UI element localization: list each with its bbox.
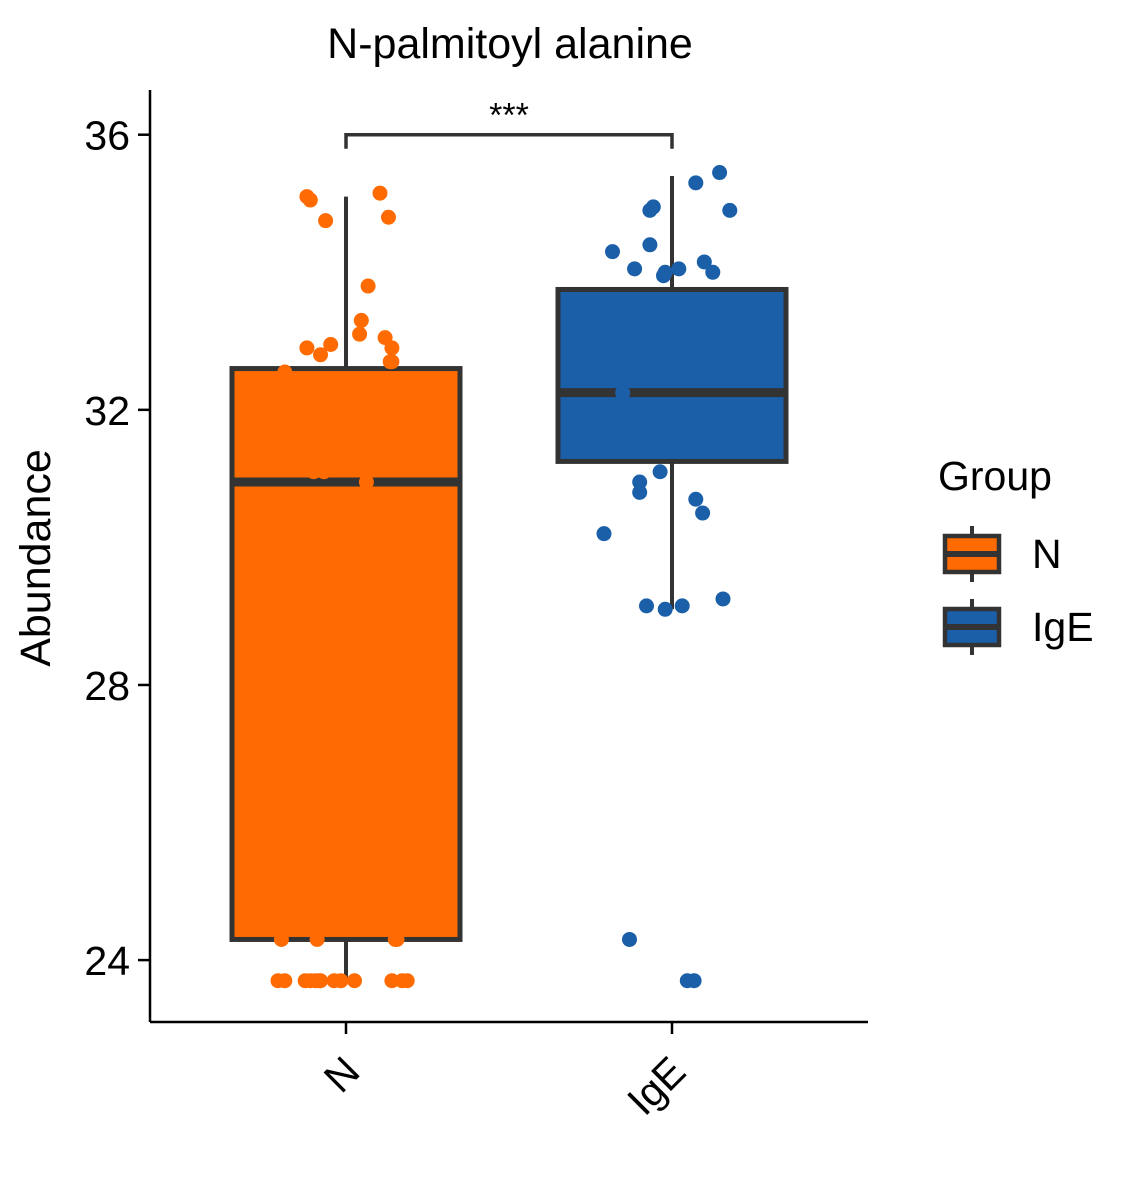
legend: Group N IgE [938, 453, 1094, 655]
data-point [384, 354, 400, 370]
data-point [358, 474, 374, 490]
significance-bracket [344, 132, 674, 149]
data-point [302, 192, 318, 208]
legend-item-label: IgE [1032, 604, 1094, 650]
data-point [605, 244, 620, 260]
data-point [657, 601, 673, 617]
data-point [377, 330, 393, 346]
data-point [632, 474, 648, 490]
data-point [299, 340, 315, 356]
x-tick-label: N [315, 1048, 368, 1101]
data-point [652, 464, 668, 480]
y-tick-label: 36 [84, 113, 130, 159]
data-point [399, 973, 415, 989]
data-point [705, 264, 721, 280]
data-point [353, 312, 369, 328]
data-point [657, 264, 673, 280]
data-point [596, 526, 612, 542]
data-point [360, 278, 376, 294]
y-tick-label: 28 [84, 663, 130, 709]
data-point [277, 973, 293, 989]
data-point [323, 336, 339, 352]
data-point [696, 254, 712, 270]
data-point [389, 931, 405, 947]
data-point [603, 316, 619, 332]
plot-area: 24 28 32 36 N IgE *** [84, 90, 868, 1124]
data-point [272, 498, 288, 514]
data-point [318, 213, 334, 229]
data-point [722, 202, 738, 218]
box-n [229, 366, 463, 942]
data-point [712, 165, 728, 181]
data-point [273, 931, 289, 947]
data-point [645, 199, 661, 215]
data-point [599, 443, 615, 459]
data-point [627, 261, 643, 277]
y-tick-label: 24 [84, 938, 130, 984]
data-point [639, 598, 654, 614]
y-axis-label: Abundance [12, 449, 60, 667]
data-point [404, 488, 420, 504]
data-point [671, 261, 687, 277]
data-point [674, 598, 690, 614]
significance-label: *** [489, 97, 529, 135]
data-point [642, 237, 658, 253]
data-point [273, 416, 289, 432]
data-point [688, 491, 704, 507]
legend-item-label: N [1032, 531, 1062, 577]
data-point [277, 364, 293, 380]
data-point [333, 973, 349, 989]
legend-title: Group [938, 453, 1052, 499]
y-tick-label: 32 [84, 388, 130, 434]
box-ige [555, 286, 789, 464]
data-point [686, 973, 702, 989]
data-point [313, 347, 328, 363]
data-point [309, 931, 325, 947]
data-point [622, 931, 637, 947]
data-point [275, 890, 291, 906]
chart-title: N-palmitoyl alanine [327, 20, 693, 68]
data-point [316, 464, 332, 480]
data-point [695, 505, 711, 521]
data-point [688, 175, 704, 191]
data-point [381, 209, 396, 225]
x-tick-label: IgE [618, 1048, 694, 1124]
data-point [372, 185, 388, 201]
data-point [313, 973, 328, 989]
data-point [347, 973, 362, 989]
data-point [615, 385, 631, 401]
data-point [352, 326, 368, 342]
data-point [601, 409, 617, 425]
data-point [632, 484, 648, 500]
data-point [715, 591, 731, 607]
